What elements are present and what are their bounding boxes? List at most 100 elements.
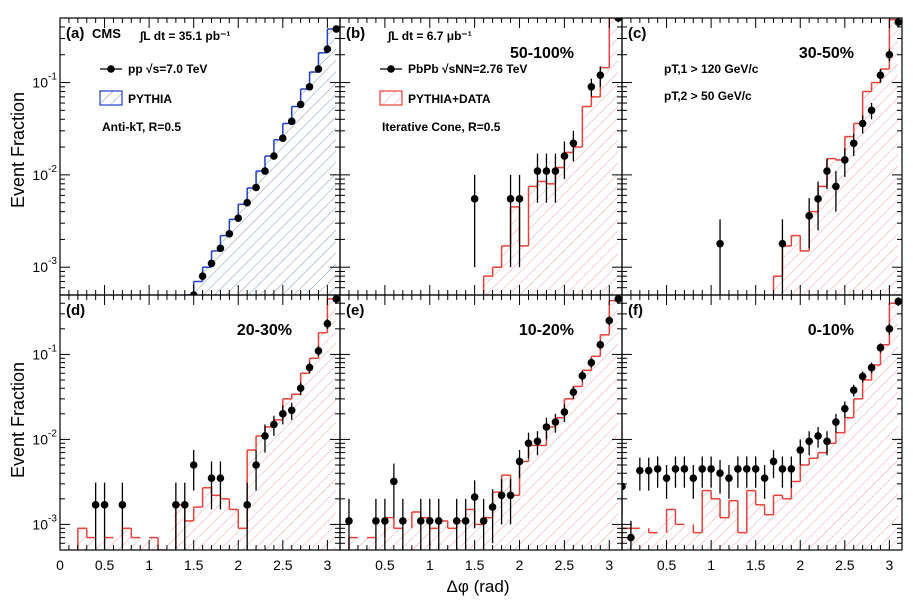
data-point [479, 517, 488, 525]
panel-label: (b) [346, 25, 365, 42]
x-tick-label: 0.5 [95, 557, 115, 573]
data-point [252, 183, 260, 192]
data-point [515, 195, 524, 203]
data-point [796, 446, 805, 454]
data-point [841, 404, 849, 413]
data-point [849, 139, 858, 148]
cut-label-2: pT,2 > 50 GeV/c [664, 89, 752, 103]
data-point [725, 474, 733, 482]
data-point [180, 501, 189, 509]
y-axis-title-bottom: Event Fraction [8, 362, 28, 478]
data-point [823, 167, 831, 175]
data-point [305, 363, 314, 372]
x-tick-label: 0.5 [657, 557, 677, 573]
data-point [243, 198, 251, 207]
x-tick-label: 0 [56, 557, 64, 573]
x-tick-label: 2 [234, 557, 242, 573]
data-point [614, 18, 622, 22]
hist-fill [77, 298, 337, 550]
data-point [560, 152, 569, 160]
hist-series [77, 298, 337, 550]
data-point [314, 347, 323, 355]
centrality-label: 0-10% [808, 322, 854, 339]
x-tick-label: 0.5 [375, 557, 395, 573]
x-tick-label: 2.5 [835, 557, 855, 573]
panel-b: (b) ∫L dt = 6.7 μb⁻¹ 50-100%PbPb √sNN=2.76… [339, 17, 623, 296]
data-point [849, 386, 858, 394]
data-point [207, 474, 216, 482]
data-point [751, 465, 760, 473]
y-tick-label: 10 [32, 259, 48, 275]
legend-hist-swatch [99, 90, 123, 106]
hist-fill [483, 18, 619, 295]
data-point [243, 501, 251, 509]
x-axis-title: Δφ (rad) [447, 577, 510, 596]
legend: pp √s=7.0 TeV PYTHIA Anti-kT, R=0.5 [99, 62, 207, 134]
data-point [876, 343, 885, 352]
data-point [488, 503, 497, 511]
cut-label-1: pT,1 > 120 GeV/c [664, 62, 759, 76]
x-tick-label: 1 [426, 557, 434, 573]
panel-c: (c) 30-50% pT,1 > 120 GeV/c pT,2 > 50 GeV/c [621, 17, 903, 296]
data-point [734, 465, 742, 473]
hist-fill [773, 19, 899, 295]
data-point [698, 465, 707, 473]
centrality-label: 50-100% [510, 45, 574, 62]
data-point [261, 432, 269, 440]
data-point [551, 167, 560, 175]
data-point [425, 517, 434, 525]
data-point [261, 167, 269, 175]
data-point [707, 465, 715, 473]
data-point [627, 533, 635, 542]
data-point [716, 239, 724, 248]
points-series [716, 18, 902, 295]
data-point [867, 106, 876, 115]
y-tick-exponent: -2 [48, 428, 57, 439]
hist-fill [348, 300, 619, 550]
data-point [416, 517, 425, 525]
x-tick-label: 2.5 [555, 557, 575, 573]
data-point [399, 517, 407, 525]
x-tick-label: 2 [796, 557, 804, 573]
y-tick-exponent: -3 [48, 256, 57, 267]
hist-fill [622, 303, 899, 550]
data-point [622, 482, 626, 491]
data-point [876, 71, 885, 80]
data-point [894, 18, 902, 27]
data-point [542, 423, 551, 431]
points-series [470, 18, 622, 268]
data-point [234, 214, 243, 222]
data-point [814, 195, 822, 203]
data-point [434, 517, 443, 525]
data-point [760, 474, 769, 482]
data-point [390, 477, 398, 486]
data-point [841, 156, 849, 164]
data-point [885, 50, 894, 59]
data-point [118, 501, 127, 509]
x-tick-label: 2.5 [273, 557, 293, 573]
y-tick-exponent: -3 [48, 513, 57, 524]
data-point [742, 465, 751, 473]
legend-hist-label: PYTHIA [128, 92, 172, 106]
data-point [662, 474, 671, 482]
data-point [578, 372, 587, 380]
data-point [189, 461, 198, 469]
data-point [858, 119, 867, 128]
centrality-label: 20-30% [237, 322, 292, 339]
data-point [614, 295, 622, 303]
legend-point-marker [387, 65, 395, 73]
points-series [189, 25, 340, 295]
data-point [885, 325, 894, 333]
data-point [569, 139, 578, 148]
data-point [270, 152, 278, 160]
data-point [279, 134, 287, 142]
data-point [470, 195, 479, 203]
data-point [296, 100, 305, 109]
data-point [216, 244, 225, 253]
data-point [894, 297, 902, 306]
panel-label: (d) [66, 302, 85, 319]
data-point [569, 388, 578, 396]
data-point [689, 474, 698, 482]
data-point [296, 384, 305, 393]
data-point [814, 432, 822, 440]
